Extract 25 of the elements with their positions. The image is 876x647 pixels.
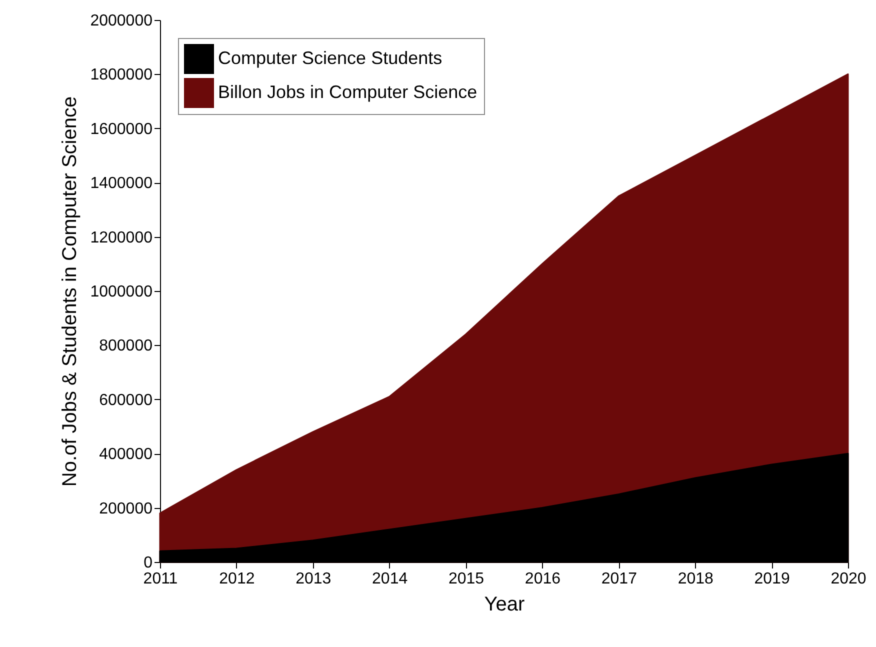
- y-tick-label: 1400000: [90, 175, 153, 192]
- y-tick-label: 1200000: [90, 229, 153, 246]
- y-tick-label: 800000: [99, 338, 153, 355]
- x-tick-label: 2019: [754, 570, 790, 588]
- y-tick-label: 0: [144, 554, 153, 572]
- x-tick-label: 2013: [296, 570, 332, 588]
- legend-label: Billon Jobs in Computer Science: [218, 82, 478, 102]
- y-tick-label: 2000000: [90, 12, 153, 30]
- x-tick-label: 2015: [448, 570, 484, 588]
- x-tick-label: 2018: [678, 570, 714, 588]
- legend-label: Computer Science Students: [218, 48, 442, 68]
- x-axis-title: Year: [484, 594, 526, 616]
- y-axis-title: No.of Jobs & Students in Computer Science: [59, 96, 82, 487]
- x-tick-label: 2016: [524, 570, 561, 588]
- y-tick-label: 1000000: [90, 284, 153, 300]
- y-tick-label: 400000: [99, 446, 153, 464]
- x-tick-label: 2020: [830, 570, 866, 588]
- x-tick-label: 2012: [219, 570, 255, 588]
- x-tick-label: 2014: [372, 570, 408, 588]
- x-tick-label: 2011: [143, 570, 178, 588]
- y-tick-label: 1600000: [90, 120, 153, 138]
- y-tick-label: 600000: [99, 392, 153, 409]
- y-tick-label: 200000: [99, 500, 153, 518]
- y-tick-label: 1800000: [90, 66, 153, 84]
- x-tick-label: 2017: [601, 570, 638, 588]
